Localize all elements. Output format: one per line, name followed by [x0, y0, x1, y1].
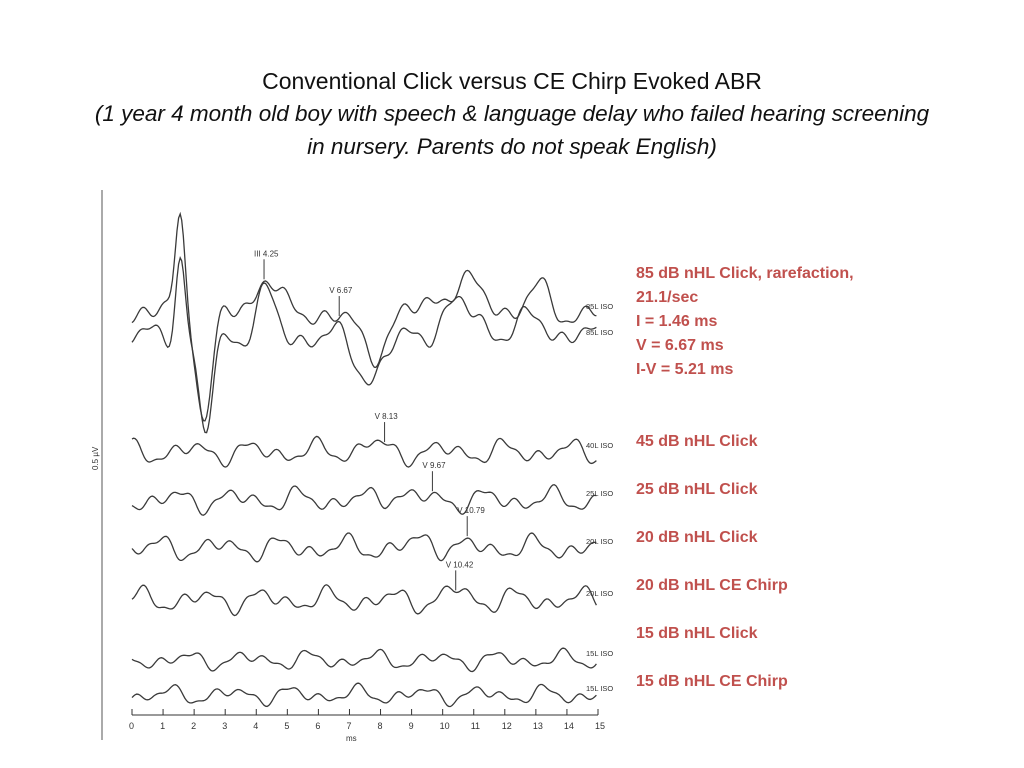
peak-label-1-2: V 6.67 — [329, 286, 353, 295]
x-axis-label: ms — [346, 734, 357, 743]
peak-label-6-1: V 10.42 — [446, 560, 474, 569]
channel-label-8: 15L ISO — [586, 684, 613, 693]
peak-label-3-1: V 8.13 — [375, 412, 399, 421]
annotation-panel: 85 dB nHL Click, rarefaction, 21.1/sec I… — [636, 262, 1016, 718]
header-line-3: I = 1.46 ms — [636, 313, 718, 330]
waveform-trace-8 — [131, 682, 597, 708]
condition-label-4: 20 dB nHL CE Chirp — [636, 577, 788, 594]
channel-label-2: 85L ISO — [586, 328, 613, 337]
slide-title-block: Conventional Click versus CE Chirp Evoke… — [0, 66, 1024, 163]
waveform-trace-4 — [131, 484, 597, 516]
x-tick-label-5: 5 — [284, 721, 289, 731]
channel-label-1: 85L ISO — [586, 302, 613, 311]
waveform-trace-7 — [131, 647, 597, 673]
channel-label-6: 20L ISO — [586, 589, 613, 598]
x-tick-label-6: 6 — [315, 721, 320, 731]
slide-title: Conventional Click versus CE Chirp Evoke… — [262, 68, 762, 94]
x-tick-label-11: 11 — [471, 721, 480, 731]
channel-label-7: 15L ISO — [586, 649, 613, 658]
slide-subtitle-line-2: in nursery. Parents do not speak English… — [307, 134, 717, 159]
header-line-5: I-V = 5.21 ms — [636, 361, 734, 378]
waveform-trace-5 — [131, 532, 597, 563]
peak-label-5-1: V 10.79 — [457, 506, 485, 515]
peak-label-4-1: V 9.67 — [422, 461, 446, 470]
plot-background — [90, 190, 615, 745]
x-tick-label-7: 7 — [346, 721, 351, 731]
x-tick-label-2: 2 — [191, 721, 196, 731]
channel-label-3: 40L ISO — [586, 441, 613, 450]
x-tick-label-10: 10 — [440, 721, 450, 731]
x-tick-label-0: 0 — [129, 721, 134, 731]
waveform-trace-6 — [131, 584, 597, 617]
condition-label-6: 15 dB nHL CE Chirp — [636, 673, 788, 690]
condition-label-3: 20 dB nHL Click — [636, 529, 758, 546]
condition-label-2: 25 dB nHL Click — [636, 481, 758, 498]
header-line-1: 85 dB nHL Click, rarefaction, — [636, 265, 854, 282]
condition-label-5: 15 dB nHL Click — [636, 625, 758, 642]
channel-label-4: 25L ISO — [586, 489, 613, 498]
x-tick-label-9: 9 — [409, 721, 414, 731]
x-tick-label-14: 14 — [564, 721, 574, 731]
abr-waveform-svg: III 4.25 V 6.67 85L ISO V 8.13 40L ISO V 9.67… — [90, 190, 615, 745]
slide-subtitle-line-1: (1 year 4 month old boy with speech & la… — [94, 101, 930, 126]
channel-label-5: 20L ISO — [586, 537, 613, 546]
x-tick-label-12: 12 — [502, 721, 512, 731]
x-tick-label-15: 15 — [595, 721, 605, 731]
header-line-2: 21.1/sec — [636, 289, 699, 306]
x-tick-label-3: 3 — [222, 721, 227, 731]
waveform-trace-2 — [131, 255, 597, 434]
x-tick-label-13: 13 — [533, 721, 543, 731]
x-tick-label-4: 4 — [253, 721, 258, 731]
waveform-trace-3 — [131, 435, 597, 468]
x-tick-label-1: 1 — [160, 721, 165, 731]
header-line-4: V = 6.67 ms — [636, 337, 724, 354]
peak-label-1-1: III 4.25 — [254, 249, 279, 258]
condition-label-1: 45 dB nHL Click — [636, 433, 758, 450]
x-tick-label-8: 8 — [378, 721, 383, 731]
y-scale-label: 0.5 µV — [91, 446, 100, 470]
abr-waveform-plot: III 4.25 V 6.67 85L ISO V 8.13 40L ISO V 9.67… — [90, 190, 615, 745]
